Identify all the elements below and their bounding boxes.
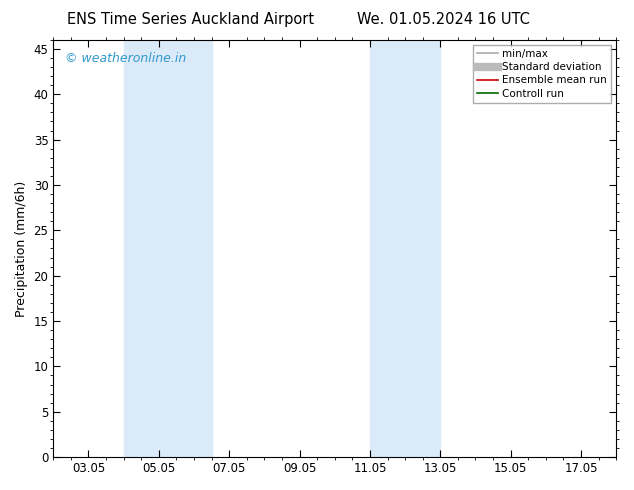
Y-axis label: Precipitation (mm/6h): Precipitation (mm/6h): [15, 180, 28, 317]
Text: © weatheronline.in: © weatheronline.in: [65, 52, 186, 65]
Text: We. 01.05.2024 16 UTC: We. 01.05.2024 16 UTC: [358, 12, 530, 27]
Bar: [124, 40, 212, 457]
Text: ENS Time Series Auckland Airport: ENS Time Series Auckland Airport: [67, 12, 314, 27]
Bar: [370, 40, 440, 457]
Legend: min/max, Standard deviation, Ensemble mean run, Controll run: min/max, Standard deviation, Ensemble me…: [473, 45, 611, 103]
